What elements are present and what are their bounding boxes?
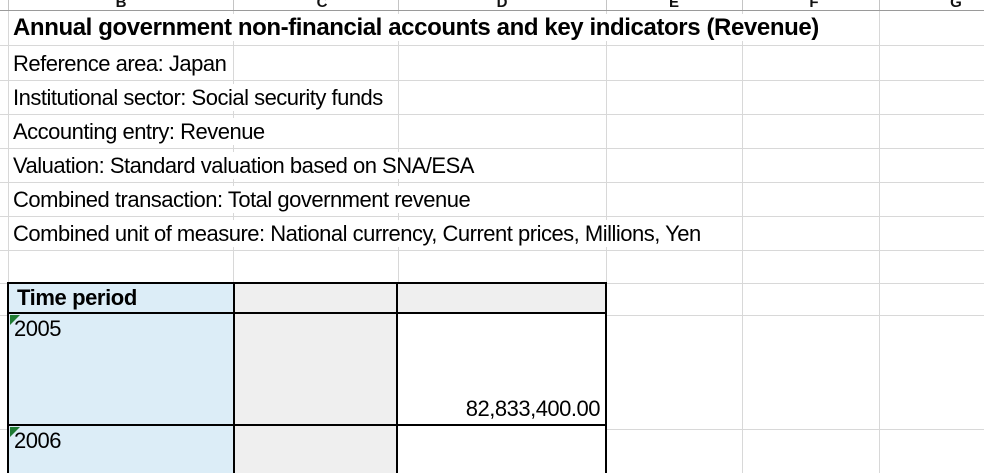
empty-cell[interactable] [235,426,398,473]
gridline-horizontal [0,148,984,149]
value-label: 82,833,400.00 [465,396,601,421]
cell-valuation[interactable]: Valuation: Standard valuation based on S… [10,152,477,179]
time-period-header-cell[interactable]: Time period [9,284,235,314]
time-period-header-label: Time period [17,285,137,310]
error-indicator-icon [10,315,20,325]
period-cell-2005[interactable]: 2005 [9,314,235,426]
cell-reference-area[interactable]: Reference area: Japan [10,50,230,77]
value-cell-2006[interactable] [398,426,605,473]
gridline-vertical [879,11,880,473]
column-header-divider [606,0,607,10]
column-letter-d[interactable]: D [496,0,508,11]
column-header-divider [742,0,743,10]
period-label: 2005 [14,316,61,341]
column-header-divider [8,0,9,10]
gridline-horizontal [0,45,984,46]
cell-institutional-sector[interactable]: Institutional sector: Social security fu… [10,84,386,111]
gridline-horizontal [0,250,984,251]
column-header-bar: B C D E F G [0,0,984,11]
column-letter-g[interactable]: G [950,0,962,11]
gridline-horizontal [0,182,984,183]
gridline-vertical [8,11,9,473]
cell-accounting-entry[interactable]: Accounting entry: Revenue [10,118,268,145]
column-header-divider [398,0,399,10]
value-cell-2005[interactable]: 82,833,400.00 [398,314,605,426]
column-header-divider [233,0,234,10]
gridline-horizontal [0,80,984,81]
header-cell-empty[interactable] [398,284,605,314]
error-indicator-icon [10,427,20,437]
gridline-horizontal [0,216,984,217]
header-cell-empty[interactable] [235,284,398,314]
column-letter-f[interactable]: F [809,0,819,11]
column-letter-c[interactable]: C [316,0,328,11]
period-label: 2006 [14,428,61,453]
gridline-vertical [742,11,743,473]
column-letter-b[interactable]: B [115,0,127,11]
cell-combined-unit[interactable]: Combined unit of measure: National curre… [10,220,704,247]
cell-combined-transaction[interactable]: Combined transaction: Total government r… [10,186,474,213]
cell-report-title[interactable]: Annual government non-financial accounts… [10,14,822,41]
period-cell-2006[interactable]: 2006 [9,426,235,473]
data-table: Time period 2005 82,833,400.00 2006 [7,282,607,473]
column-letter-e[interactable]: E [668,0,680,11]
gridline-horizontal [0,114,984,115]
column-header-divider [879,0,880,10]
empty-cell[interactable] [235,314,398,426]
